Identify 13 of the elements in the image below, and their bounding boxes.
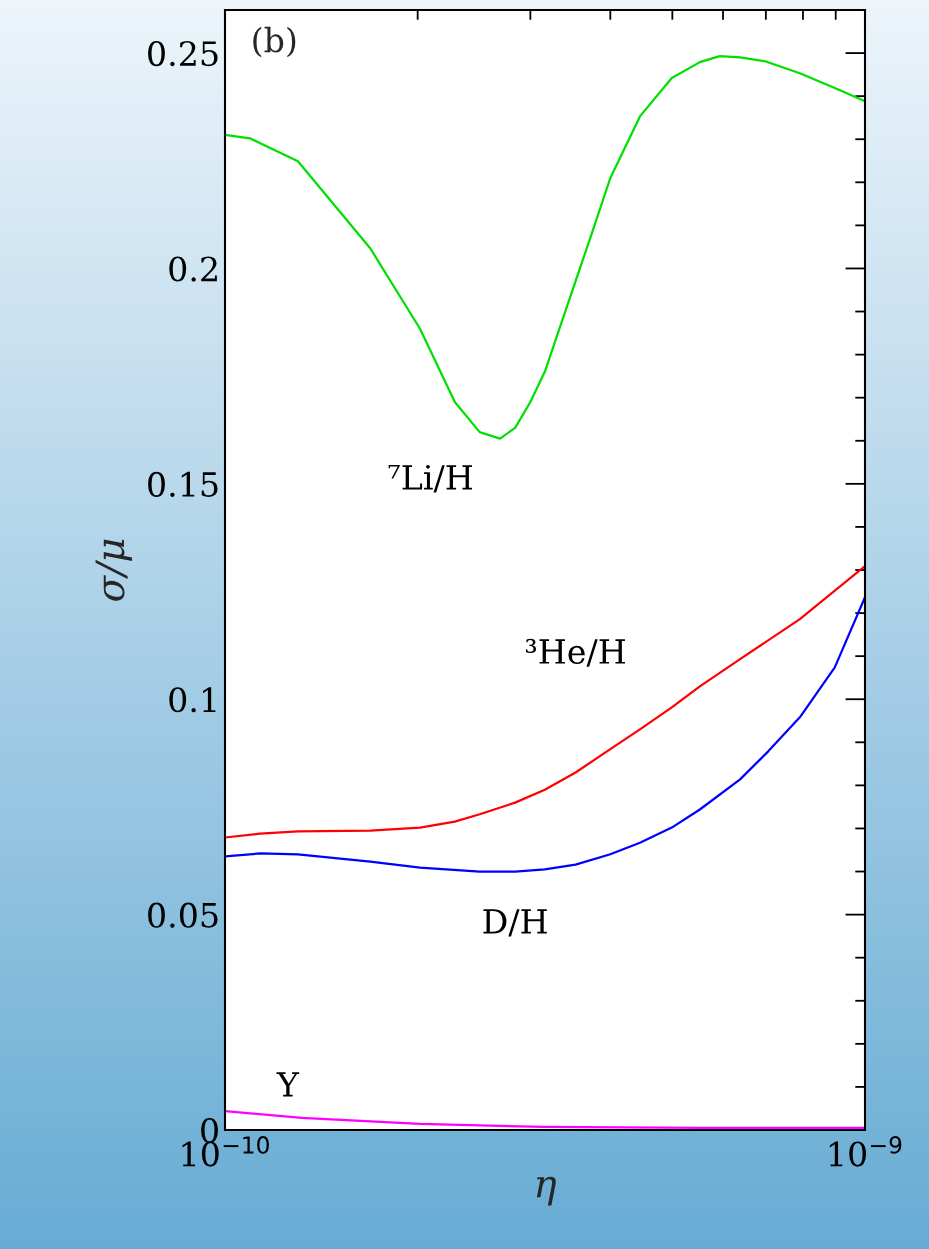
y-tick-label: 0.05 [148,902,218,928]
y-tick-label: 0.2 [169,256,217,282]
annotation: (b) [253,26,296,58]
x-tick-label: 10$^{−9}$ [829,1136,902,1167]
y-tick-label: 0.15 [148,471,218,497]
series-label: ⁷Li/H [388,464,472,493]
series-label: D/H [483,909,547,937]
x-axis-title: η [536,1176,556,1206]
y-tick-label: 0.25 [148,41,218,67]
y-axis-title: σ/μ [95,539,133,601]
series-label: ³He/H [525,638,625,667]
series-label: Y [276,1072,300,1097]
y-tick-label: 0.1 [169,687,216,713]
